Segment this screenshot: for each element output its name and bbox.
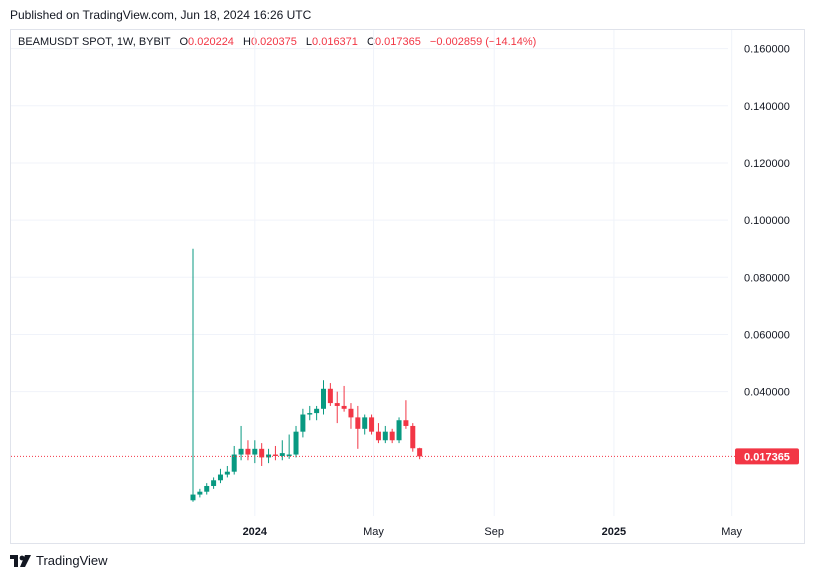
- legend-close-label: C: [366, 36, 375, 48]
- candle-body: [245, 448, 251, 455]
- published-note: Published on TradingView.com, Jun 18, 20…: [10, 8, 312, 22]
- candle-body: [320, 388, 326, 409]
- x-tick-label: May: [363, 526, 384, 538]
- x-tick-label: 2024: [243, 526, 268, 538]
- candle-body: [334, 403, 340, 406]
- candle-body: [197, 491, 203, 495]
- candle-body: [190, 494, 196, 501]
- legend-open-value: 0.020224: [188, 36, 234, 48]
- candle-body: [286, 454, 292, 456]
- candle-body: [375, 431, 381, 441]
- candle-body: [266, 454, 272, 458]
- legend-low-value: 0.016371: [312, 36, 358, 48]
- candle-body: [417, 448, 423, 457]
- legend-close-value: 0.017365: [374, 36, 421, 48]
- candle-body: [348, 408, 354, 418]
- candle-body: [300, 414, 306, 432]
- candle-body: [204, 485, 210, 492]
- candle-body: [362, 417, 368, 429]
- candle-body: [410, 425, 416, 449]
- legend-high-label: H: [243, 36, 251, 48]
- candle-body: [389, 431, 395, 441]
- tradingview-logo[interactable]: TradingView: [10, 553, 108, 568]
- last-price-badge: [735, 448, 799, 465]
- candle-body: [238, 448, 244, 455]
- legend-high-value: 0.020375: [250, 36, 297, 48]
- candle-body: [341, 405, 347, 409]
- last-price-label: 0.017365: [744, 451, 790, 463]
- x-tick-label: May: [721, 526, 742, 538]
- candle-body: [396, 420, 402, 441]
- candle-body: [307, 413, 313, 415]
- candle-body: [272, 454, 278, 456]
- tradingview-logo-icon: [10, 554, 31, 567]
- candle-body: [369, 417, 375, 432]
- legend-change-value: −0.002859 (−14.14%): [429, 36, 537, 48]
- y-tick-label: 0.060000: [744, 329, 790, 341]
- legend-symbol[interactable]: BEAMUSDT SPOT, 1W, BYBIT: [18, 36, 171, 48]
- legend-open-label: O: [179, 36, 189, 48]
- candle-body: [279, 453, 285, 456]
- candle-body: [224, 471, 230, 475]
- y-tick-label: 0.140000: [744, 101, 790, 113]
- candle-body: [382, 431, 388, 441]
- candle-body: [327, 388, 333, 404]
- chart-frame: [10, 29, 805, 544]
- y-tick-label: 0.160000: [744, 44, 790, 56]
- y-tick-label: 0.120000: [744, 158, 790, 170]
- candle-body: [252, 448, 258, 455]
- candle-body: [211, 480, 217, 486]
- candle-body: [217, 474, 223, 481]
- y-tick-label: 0.080000: [744, 272, 790, 284]
- x-tick-label: Sep: [484, 526, 504, 538]
- y-tick-label: 0.100000: [744, 215, 790, 227]
- chart-legend: BEAMUSDT SPOT, 1W, BYBIT O0.020224 H0.02…: [18, 36, 536, 48]
- x-tick-label: 2025: [602, 526, 626, 538]
- candle-body: [293, 431, 299, 455]
- y-tick-label: 0.040000: [744, 387, 790, 399]
- candle-body: [355, 417, 361, 429]
- candle-body: [314, 408, 320, 414]
- tradingview-brand-label: TradingView: [36, 553, 108, 568]
- legend-low-label: L: [305, 36, 313, 48]
- candle-body: [403, 420, 409, 426]
- candle-body: [231, 454, 237, 472]
- candle-body: [259, 448, 265, 458]
